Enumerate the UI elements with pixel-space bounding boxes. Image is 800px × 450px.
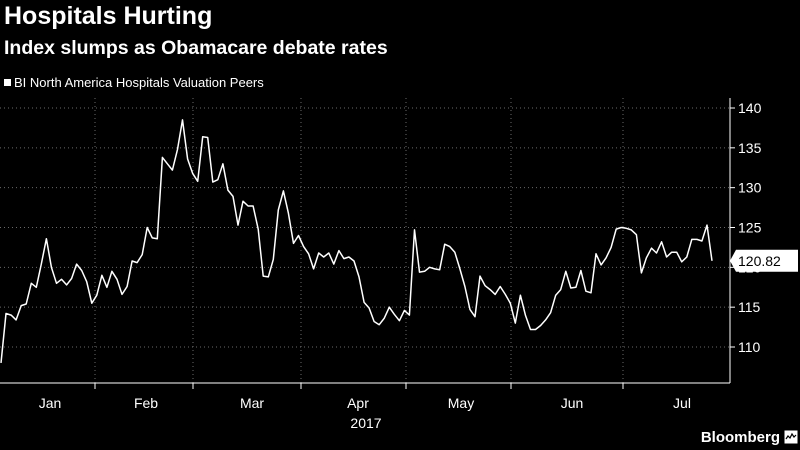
source-label: Bloomberg [700,429,780,446]
axes [0,98,735,389]
labels-group: 110115120125130135140JanFebMarAprMayJunJ… [39,100,798,431]
y-tick-label: 110 [738,339,761,355]
last-value-callout: 120.82 [730,249,798,272]
series-line [0,119,713,363]
chart-title: Hospitals Hurting [4,2,213,30]
grid [0,98,730,383]
y-tick-label: 135 [738,140,762,156]
x-year-label: 2017 [350,415,381,431]
x-tick-label: Jan [39,395,62,411]
last-value-box [730,249,798,272]
x-tick-label: May [448,395,474,411]
x-tick-label: Apr [347,395,369,411]
x-tick-label: Jul [673,395,691,411]
legend-entry: BI North America Hospitals Valuation Pee… [14,75,264,90]
x-tick-label: Mar [240,395,264,411]
x-tick-label: Jun [561,395,584,411]
legend: BI North America Hospitals Valuation Pee… [4,75,264,90]
series-group [0,119,713,363]
x-tick-label: Feb [134,395,158,411]
last-value-label: 120.82 [738,253,781,269]
y-tick-label: 115 [738,299,761,315]
y-tick-label: 130 [738,180,762,196]
y-tick-label: 125 [738,220,762,236]
chart-subtitle: Index slumps as Obamacare debate rates [4,37,388,59]
terminal-icon [784,430,798,444]
legend-swatch [4,79,11,86]
y-tick-label: 140 [738,100,762,116]
